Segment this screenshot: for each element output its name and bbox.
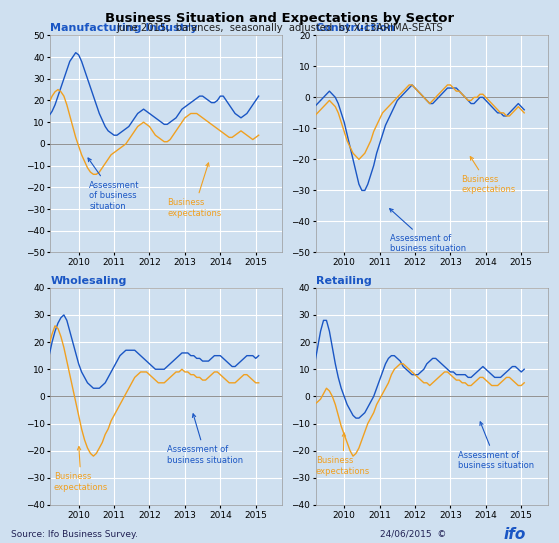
Text: Business
expectations: Business expectations [461,156,515,194]
Text: Wholesaling: Wholesaling [50,276,127,286]
Text: Source: Ifo Business Survey.: Source: Ifo Business Survey. [11,529,138,539]
Text: 24/06/2015  ©: 24/06/2015 © [380,529,447,539]
Text: Assessment of
business situation: Assessment of business situation [457,422,534,470]
Text: Business
expectations: Business expectations [54,446,108,492]
Text: Retailing: Retailing [316,276,372,286]
Text: Construction: Construction [316,23,396,33]
Text: Business
expectations: Business expectations [316,433,370,476]
Text: June 2015;  balances,  seasonally  adjusted  by X-13ARIMA-SEATS: June 2015; balances, seasonally adjusted… [116,23,443,33]
Text: ifo: ifo [503,527,525,542]
Text: Manufacturing Industry: Manufacturing Industry [50,23,198,33]
Text: Business Situation and Expectations by Sector: Business Situation and Expectations by S… [105,12,454,25]
Text: Assessment
of business
situation: Assessment of business situation [88,158,140,211]
Text: Business
expectations: Business expectations [167,163,221,218]
Text: Assessment of
business situation: Assessment of business situation [390,209,466,253]
Text: Assessment of
business situation: Assessment of business situation [167,414,243,465]
